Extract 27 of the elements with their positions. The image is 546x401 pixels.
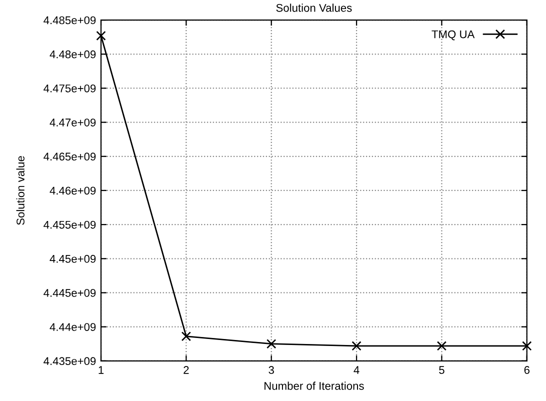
x-tick-label: 1 (98, 366, 104, 374)
y-axis-title: Solution value (16, 156, 24, 225)
point (96, 30, 106, 41)
point (352, 341, 362, 351)
y-tick-label: 4.445e+09 (44, 288, 96, 297)
x-axis-title: Number of Iterations (264, 382, 364, 390)
y-tick-label: 4.485e+09 (44, 16, 96, 24)
x-tick-label: 5 (439, 366, 444, 374)
point (266, 338, 276, 349)
y-tick-label: 4.475e+09 (44, 84, 96, 92)
point (436, 341, 447, 351)
point (522, 341, 532, 351)
x-tick-label: 3 (268, 366, 274, 374)
y-tick-label: 4.455e+09 (44, 220, 96, 229)
y-tick-label: 4.465e+09 (44, 152, 96, 161)
legend-label: TMQ UA (432, 30, 475, 40)
y-tick-label: 4.45e+09 (50, 254, 96, 263)
y-tick-label: 4.47e+09 (50, 118, 96, 126)
point (181, 331, 192, 342)
chart-title: Solution Values (276, 4, 352, 12)
x-tick-label: 6 (524, 366, 530, 374)
y-tick-label: 4.44e+09 (50, 323, 96, 331)
x-tick-label: 4 (354, 366, 360, 374)
y-tick-label: 4.48e+09 (50, 50, 96, 58)
y-tick-label: 4.46e+09 (50, 186, 96, 195)
y-tick-label: 4.435e+09 (44, 357, 96, 366)
x-tick-label: 2 (184, 366, 189, 374)
